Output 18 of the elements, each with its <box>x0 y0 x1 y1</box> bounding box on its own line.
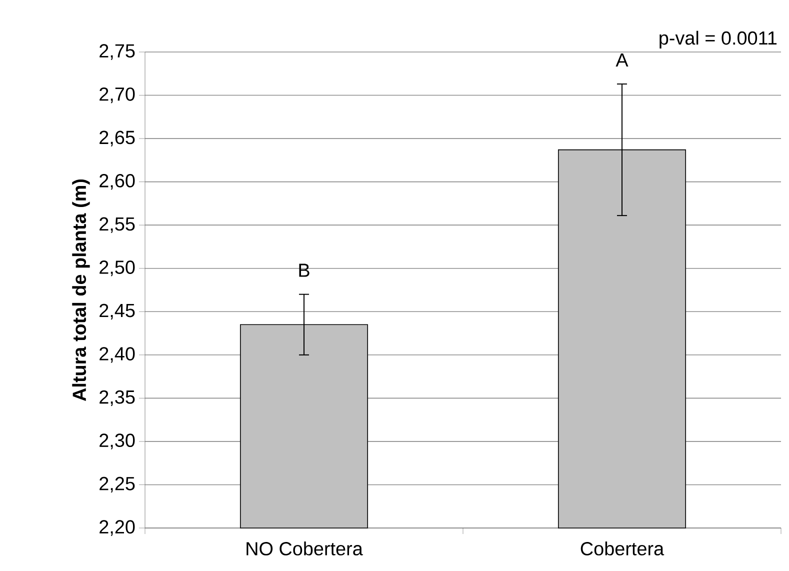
annotation: A <box>616 53 628 66</box>
x-tick-label: Cobertera <box>580 542 664 556</box>
y-tick-label: 2,55 <box>100 217 135 233</box>
y-tick-label: 2,75 <box>100 44 135 60</box>
y-tick-label: 2,65 <box>100 130 135 146</box>
x-tick-label: NO Cobertera <box>246 542 363 556</box>
text: p-val = 0.0011 <box>660 30 777 48</box>
y-tick-label: 2,50 <box>100 260 135 276</box>
y-tick-label: 2,70 <box>100 87 135 104</box>
y-tick-label: 2,20 <box>100 520 135 536</box>
y-tick-label: 2,40 <box>100 347 135 363</box>
y-tick-label: 2,60 <box>100 174 135 190</box>
y-tick-label: 2,30 <box>100 434 135 450</box>
y-tick-label: 2,45 <box>100 304 135 320</box>
y-axis-title: Altura total de planta (m) <box>72 179 90 402</box>
y-tick-label: 2,25 <box>100 476 135 493</box>
annotation: B <box>299 264 310 277</box>
y-tick-label: 2,35 <box>100 390 135 406</box>
